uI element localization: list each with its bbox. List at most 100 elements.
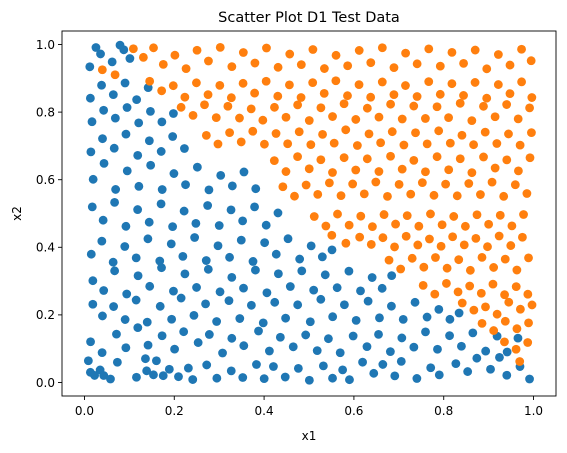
scatter-point-series-0: [145, 281, 155, 291]
scatter-point-series-0: [144, 217, 154, 227]
scatter-point-series-1: [188, 110, 198, 120]
scatter-point-series-1: [386, 151, 395, 161]
scatter-point-series-1: [477, 252, 487, 262]
scatter-point-series-0: [283, 234, 293, 244]
plot-frame: [61, 30, 557, 397]
scatter-point-series-0: [97, 236, 107, 246]
scatter-point-series-0: [87, 117, 97, 127]
scatter-point-series-1: [236, 137, 246, 147]
scatter-point-series-1: [316, 103, 326, 113]
scatter-point-series-0: [143, 340, 153, 350]
scatter-point-series-1: [397, 114, 407, 124]
scatter-point-series-1: [413, 240, 423, 250]
scatter-point-series-0: [125, 54, 135, 63]
scatter-point-series-1: [204, 56, 213, 66]
scatter-point-series-0: [180, 269, 190, 279]
scatter-point-series-1: [490, 112, 500, 122]
scatter-point-series-1: [157, 86, 167, 96]
scatter-point-series-1: [515, 304, 525, 314]
scatter-point-series-0: [144, 136, 154, 146]
scatter-point-series-0: [502, 347, 512, 357]
scatter-point-series-1: [476, 190, 485, 199]
scatter-point-series-1: [384, 255, 394, 265]
scatter-point-series-1: [471, 234, 481, 243]
scatter-point-series-1: [149, 43, 158, 53]
scatter-point-series-0: [155, 301, 165, 311]
scatter-point-series-0: [251, 265, 260, 275]
scatter-point-series-1: [339, 153, 349, 163]
scatter-point-series-1: [470, 78, 480, 87]
scatter-point-series-1: [502, 100, 512, 109]
scatter-point-series-1: [483, 242, 492, 252]
scatter-point-series-1: [436, 241, 446, 251]
scatter-point-series-0: [378, 360, 388, 369]
scatter-point-series-0: [351, 315, 361, 325]
scatter-point-series-0: [216, 171, 226, 180]
scatter-point-series-1: [364, 129, 374, 139]
scatter-point-series-0: [141, 354, 150, 364]
scatter-point-series-1: [389, 90, 399, 100]
scatter-point-series-0: [239, 167, 249, 177]
scatter-point-series-1: [399, 140, 409, 150]
scatter-point-series-0: [454, 308, 464, 318]
scatter-point-series-1: [523, 289, 533, 299]
scatter-point-series-0: [344, 266, 354, 276]
scatter-point-series-1: [511, 344, 521, 354]
scatter-point-series-0: [309, 285, 319, 295]
scatter-point-series-0: [215, 287, 225, 297]
scatter-point-series-1: [351, 115, 361, 124]
scatter-point-series-1: [378, 233, 388, 243]
scatter-point-series-0: [227, 333, 237, 343]
scatter-point-series-0: [201, 299, 210, 309]
scatter-point-series-1: [517, 44, 526, 54]
scatter-point-series-0: [133, 151, 143, 160]
scatter-point-series-0: [192, 283, 201, 292]
scatter-point-series-0: [132, 372, 141, 382]
scatter-point-series-0: [132, 95, 142, 105]
scatter-point-series-0: [318, 361, 328, 371]
scatter-point-series-1: [168, 81, 178, 91]
scatter-point-series-0: [280, 372, 290, 382]
scatter-point-series-1: [442, 263, 452, 273]
scatter-point-series-0: [339, 300, 349, 310]
scatter-point-series-1: [431, 253, 440, 262]
x-tick-label: 0.2: [165, 404, 184, 418]
scatter-point-series-0: [99, 286, 109, 295]
scatter-point-series-0: [324, 334, 333, 344]
scatter-point-series-1: [437, 220, 447, 230]
scatter-point-series-0: [134, 181, 144, 191]
scatter-point-series-1: [110, 70, 120, 80]
scatter-point-series-0: [156, 147, 166, 156]
scatter-point-series-1: [527, 93, 537, 102]
scatter-point-series-0: [99, 105, 109, 115]
scatter-point-series-0: [121, 221, 131, 231]
scatter-point-series-0: [239, 341, 249, 351]
scatter-point-series-0: [254, 326, 263, 336]
scatter-point-series-1: [484, 219, 494, 229]
scatter-point-series-1: [301, 180, 311, 190]
scatter-point-series-1: [313, 189, 323, 199]
scatter-point-series-0: [269, 362, 278, 371]
scatter-point-series-1: [512, 265, 522, 275]
scatter-point-series-0: [293, 363, 303, 373]
scatter-point-series-0: [181, 180, 190, 190]
scatter-point-series-1: [396, 264, 406, 274]
scatter-point-series-0: [328, 373, 337, 383]
scatter-point-series-1: [522, 189, 532, 198]
scatter-point-series-0: [157, 117, 167, 127]
scatter-point-series-0: [434, 370, 444, 380]
scatter-point-series-1: [432, 152, 442, 162]
scatter-point-series-0: [358, 357, 367, 367]
scatter-point-series-0: [167, 314, 177, 324]
scatter-point-series-0: [180, 144, 189, 153]
scatter-point-series-1: [465, 281, 475, 291]
scatter-point-series-0: [112, 329, 121, 339]
scatter-point-series-1: [223, 101, 233, 111]
scatter-point-series-0: [86, 147, 96, 157]
scatter-point-series-0: [239, 283, 248, 293]
scatter-point-series-1: [389, 63, 399, 72]
scatter-point-series-0: [285, 282, 295, 291]
scatter-point-series-0: [304, 375, 314, 385]
scatter-point-series-1: [489, 263, 499, 272]
scatter-point-series-0: [157, 263, 166, 273]
